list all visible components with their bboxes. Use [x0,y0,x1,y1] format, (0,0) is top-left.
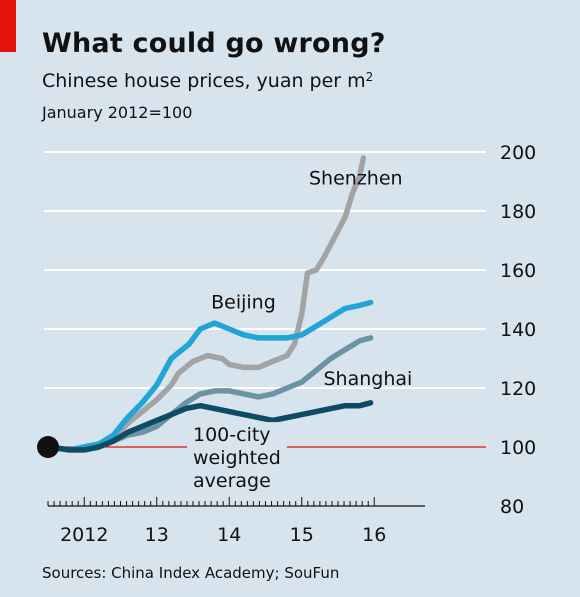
index-note: January 2012=100 [42,103,193,122]
y-tick-label-160: 160 [500,260,536,282]
y-tick-label-140: 140 [500,319,536,341]
start-dot [37,436,59,458]
x-tick-label-14: 14 [217,524,241,546]
y-tick-label-100: 100 [500,437,536,459]
x-tick-label-13: 13 [145,524,169,546]
x-tick-label-16: 16 [362,524,386,546]
x-tick-label-2012: 2012 [60,524,108,546]
y-tick-label-120: 120 [500,378,536,400]
y-axis-tick-labels: 80 100 120 140 160 180 200 [500,142,536,518]
start-marker [37,436,59,458]
chart-title: What could go wrong? [42,28,386,59]
series-lines [45,155,374,453]
series-line-shenzhen [45,155,367,453]
subtitle-superscript: 2 [365,70,374,84]
x-axis: 2012 13 14 15 16 [47,497,425,546]
y-tick-label-80: 80 [500,496,524,518]
y-tick-label-180: 180 [500,201,536,223]
series-label-100-city-weighted-average: 100-city weighted average [193,424,281,492]
series-label-background [187,422,287,495]
series-label-shenzhen: Shenzhen [309,167,403,189]
series-line-100-city-weighted-average [45,400,374,453]
subtitle-text: Chinese house prices, yuan per m [42,70,366,92]
source-note: Sources: China Index Academy; SouFun [42,564,340,582]
series-line-beijing [45,299,374,453]
brand-red-tab [0,0,16,52]
series-label-beijing: Beijing [211,291,276,313]
series-label-shanghai: Shanghai [324,368,413,390]
series-labels: Shenzhen Beijing Shanghai 100-city weighted a… [187,167,413,495]
x-tick-label-15: 15 [290,524,314,546]
chart-subtitle: Chinese house prices, yuan per m2 [42,70,373,92]
gridlines [44,151,486,389]
y-tick-label-200: 200 [500,142,536,164]
